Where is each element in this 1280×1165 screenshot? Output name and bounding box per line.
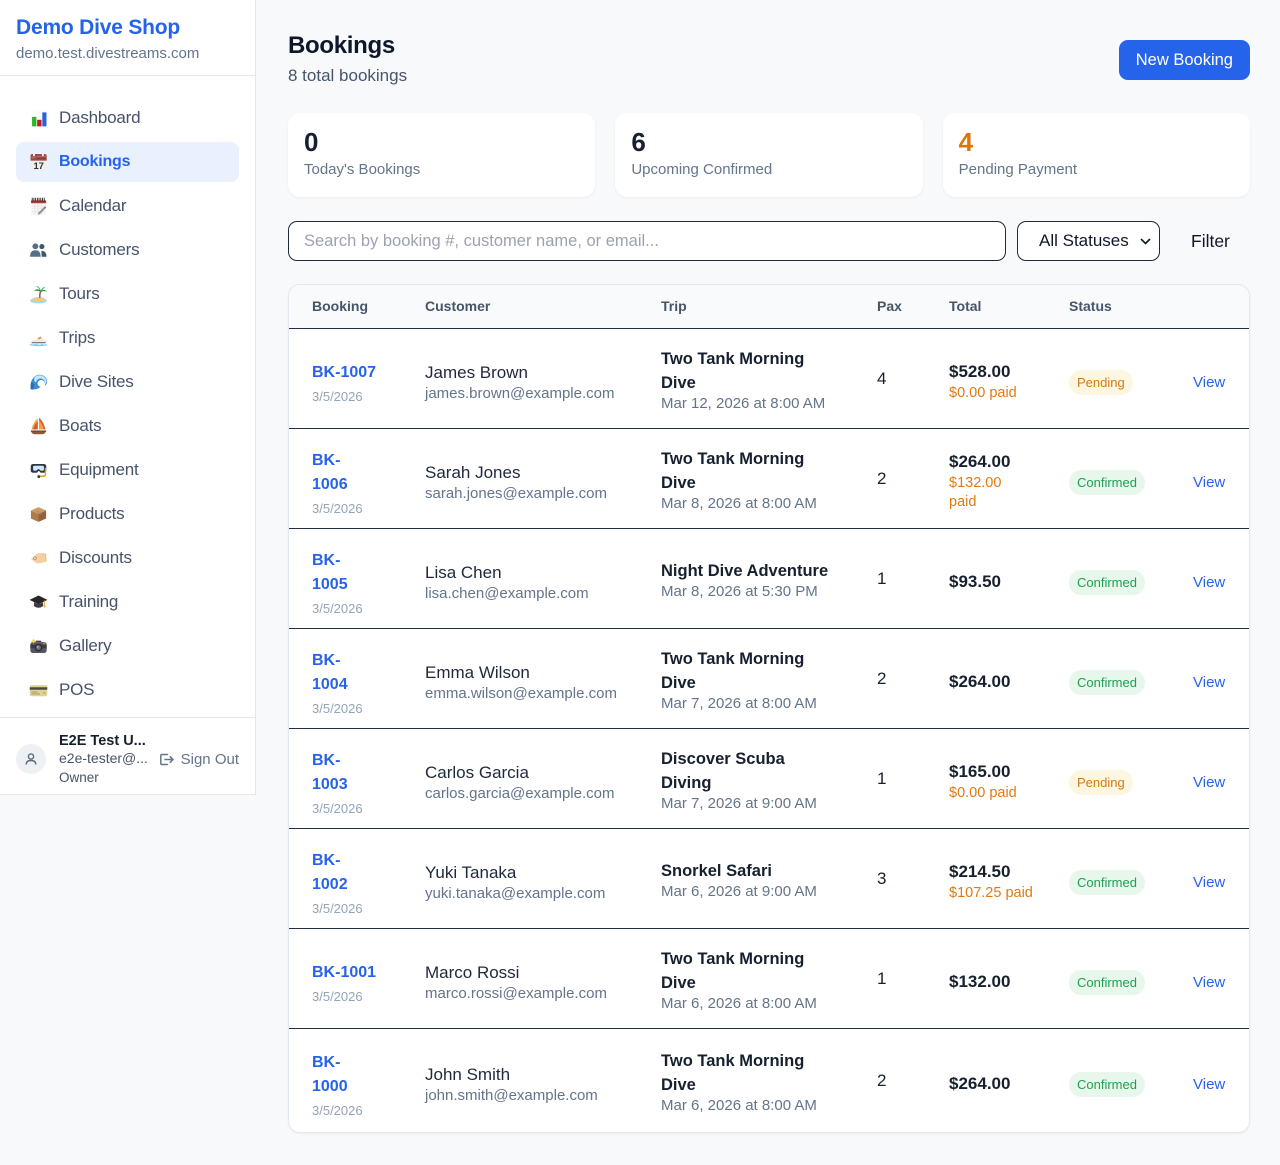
- svg-text:17: 17: [34, 160, 44, 171]
